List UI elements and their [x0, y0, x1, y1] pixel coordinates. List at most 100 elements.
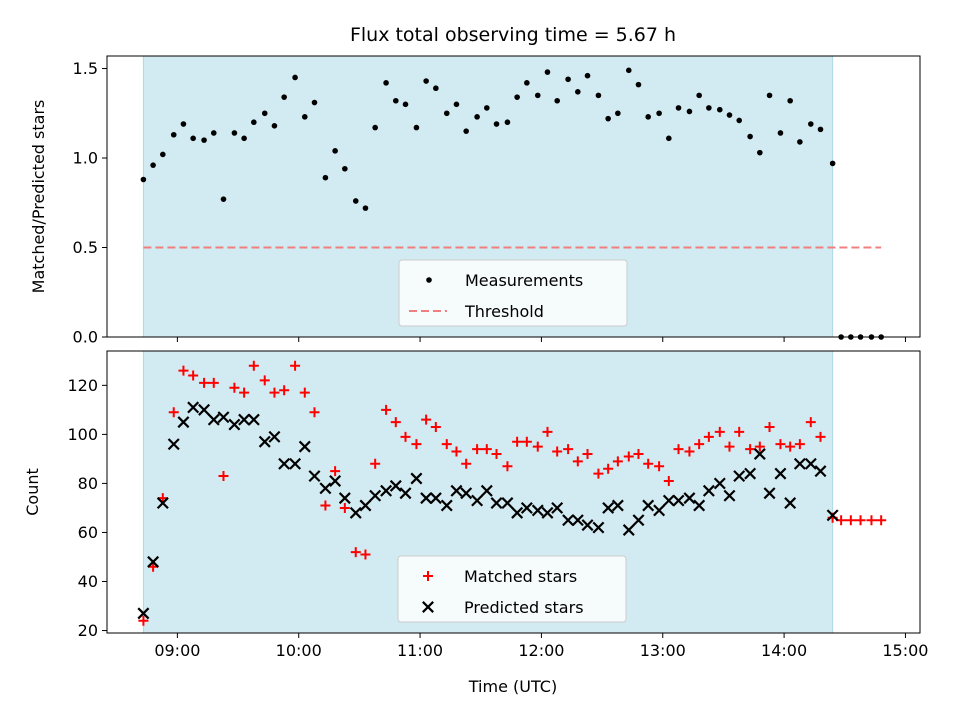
data-point [201, 137, 207, 143]
data-point [774, 467, 787, 480]
data-point [349, 506, 362, 519]
data-point [210, 130, 217, 136]
data-point [653, 504, 666, 517]
data-point [785, 441, 796, 452]
data-point [248, 360, 259, 371]
data-point [642, 499, 655, 512]
data-point [814, 465, 827, 478]
data-point [565, 76, 571, 83]
data-point [504, 119, 511, 126]
data-point [603, 463, 614, 474]
x-tick-label: 09:00 [154, 641, 200, 660]
data-point [491, 448, 502, 459]
legend-swatch [426, 277, 432, 283]
data-point [383, 80, 389, 86]
data-point [429, 492, 442, 505]
data-point [261, 110, 268, 117]
data-point [551, 501, 564, 514]
data-point [764, 422, 775, 433]
data-point [716, 106, 723, 113]
data-point [239, 387, 250, 398]
data-point [433, 85, 439, 92]
y-tick-label: 0.5 [73, 238, 98, 257]
data-point [188, 370, 199, 381]
data-point [369, 489, 382, 502]
data-point [807, 121, 814, 127]
data-point [563, 444, 574, 455]
data-point [784, 497, 797, 510]
data-point [592, 521, 605, 534]
data-point [675, 105, 682, 111]
data-point [308, 470, 321, 483]
data-point [370, 458, 381, 469]
data-point [684, 446, 695, 457]
data-point [501, 497, 514, 510]
data-point [544, 69, 551, 75]
data-point [247, 413, 260, 426]
data-point [484, 105, 490, 111]
data-point [794, 439, 805, 450]
data-point [299, 387, 310, 398]
y-tick-label: 1.0 [73, 149, 98, 168]
data-point [632, 514, 645, 527]
data-point [615, 110, 621, 117]
data-point [198, 403, 211, 416]
data-point [360, 549, 371, 560]
data-point [441, 439, 452, 450]
data-point [723, 489, 736, 502]
y-tick-label: 80 [78, 474, 98, 493]
data-point [258, 435, 271, 448]
y-tick-label: 100 [67, 425, 98, 444]
data-point [514, 94, 520, 100]
data-point [217, 411, 230, 424]
data-point [178, 365, 189, 376]
data-point [309, 407, 320, 418]
data-point [733, 470, 746, 483]
data-point [520, 501, 533, 514]
data-point [490, 497, 503, 510]
data-point [390, 417, 401, 428]
legend-label: Threshold [464, 302, 544, 321]
data-point [238, 413, 251, 426]
data-point [298, 440, 311, 453]
data-point [229, 382, 240, 393]
data-point [241, 135, 247, 142]
data-point [330, 466, 341, 477]
data-point [138, 615, 149, 626]
data-point [450, 484, 463, 497]
legend-box [397, 555, 627, 623]
data-point [322, 174, 329, 181]
data-point [787, 97, 793, 104]
data-point [392, 97, 399, 104]
data-point [157, 493, 168, 504]
data-point [150, 162, 156, 168]
data-point [866, 515, 877, 526]
legend-box [398, 259, 628, 327]
data-point [534, 92, 541, 99]
data-point [694, 439, 705, 450]
data-point [362, 205, 369, 211]
data-point [372, 124, 378, 131]
data-point [474, 114, 480, 120]
data-point [656, 110, 662, 117]
data-point [271, 123, 278, 129]
data-point [575, 88, 581, 95]
data-point [359, 499, 372, 512]
data-point [463, 128, 469, 134]
data-point [595, 92, 602, 99]
panel-counts: 20 40 60 80 100 120 09:00 10:00 11:00 12:00 13:00 1… [23, 350, 928, 660]
data-point [389, 479, 402, 492]
data-point [430, 422, 441, 433]
data-point [666, 135, 672, 142]
axes-frame-ratio [106, 55, 921, 338]
data-point [156, 497, 169, 510]
data-point [228, 418, 241, 431]
data-point [582, 448, 593, 459]
data-point [605, 115, 611, 122]
data-point [421, 414, 432, 425]
data-point [662, 494, 675, 507]
data-point [411, 439, 422, 450]
panel-ratio: 0.0 0.5 1.0 1.5 Matched/Predicted stars Measu… [29, 55, 921, 347]
